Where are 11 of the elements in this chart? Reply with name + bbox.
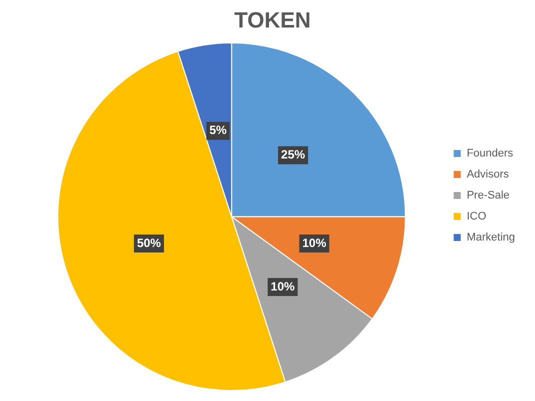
legend-label: ICO <box>466 210 487 223</box>
data-label: 5% <box>209 123 228 138</box>
legend-label: Founders <box>466 148 514 160</box>
legend-label: Pre-Sale <box>466 190 510 202</box>
data-label: 10% <box>270 279 296 294</box>
chart-title: TOKEN <box>234 7 311 32</box>
data-label: 25% <box>281 148 306 162</box>
data-label: 50% <box>136 236 162 250</box>
legend-label: Marketing <box>466 232 515 244</box>
legend-label: Advisors <box>466 168 510 181</box>
data-label: 10% <box>302 236 327 250</box>
